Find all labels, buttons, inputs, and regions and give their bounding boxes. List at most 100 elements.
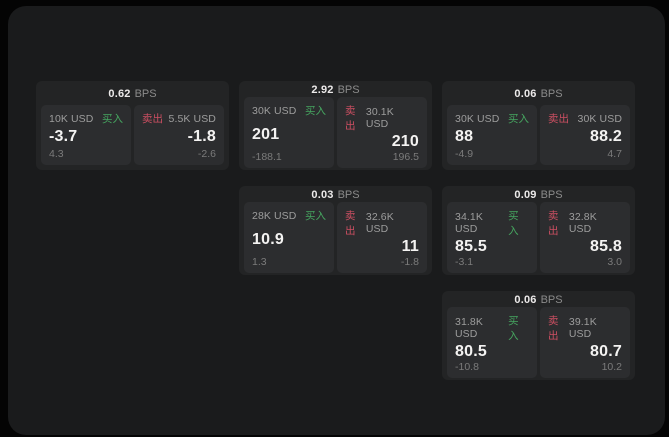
buy-quote-tile[interactable]: 10K USD 买入 -3.7 4.3 [41, 105, 131, 165]
bps-value: 0.06 [514, 88, 537, 100]
sell-tile-header: 卖出 5.5K USD [142, 111, 216, 126]
sell-side-label: 卖出 [548, 315, 559, 342]
sell-quote-tile[interactable]: 卖出 30K USD 88.2 4.7 [540, 105, 630, 165]
bps-unit-label: BPS [337, 189, 360, 201]
bps-unit-label: BPS [134, 88, 157, 100]
bps-value: 0.62 [108, 88, 131, 100]
buy-tile-header: 31.8K USD 买入 [455, 313, 529, 343]
buy-tile-header: 30K USD 买入 [252, 103, 326, 118]
sell-tile-header: 卖出 39.1K USD [548, 313, 622, 343]
sell-tile-header: 卖出 30.1K USD [345, 103, 419, 133]
buy-quote-tile[interactable]: 28K USD 买入 10.9 1.3 [244, 202, 334, 273]
quote-card-6: 0.06 BPS 31.8K USD 买入 80.5 -10.8 卖出 39.1… [442, 291, 635, 380]
buy-amount: 30K USD [455, 112, 500, 125]
bps-header: 0.03 BPS [239, 186, 432, 201]
sell-amount: 30.1K USD [365, 106, 394, 130]
sell-side-label: 卖出 [548, 113, 569, 125]
sell-price: 80.7 [590, 343, 622, 360]
buy-quote-tile[interactable]: 34.1K USD 买入 85.5 -3.1 [447, 202, 537, 273]
buy-price: 201 [252, 125, 280, 143]
bps-header: 2.92 BPS [239, 81, 432, 96]
buy-quote-tile[interactable]: 31.8K USD 买入 80.5 -10.8 [447, 307, 537, 378]
sell-quote-tile[interactable]: 卖出 39.1K USD 80.7 10.2 [540, 307, 630, 378]
buy-sub-value: 4.3 [49, 148, 64, 160]
quote-card-3: 0.06 BPS 30K USD 买入 88 -4.9 卖出 30K USD [442, 81, 635, 170]
sell-side-label: 卖出 [142, 113, 163, 125]
buy-amount: 34.1K USD [455, 211, 483, 235]
buy-sub-value: -10.8 [455, 360, 479, 373]
bps-unit-label: BPS [540, 294, 563, 306]
quote-card-5: 0.09 BPS 34.1K USD 买入 85.5 -3.1 卖出 32.8K… [442, 186, 635, 275]
sell-quote-tile[interactable]: 卖出 32.8K USD 85.8 3.0 [540, 202, 630, 273]
sell-quote-tile[interactable]: 卖出 30.1K USD 210 196.5 [337, 97, 427, 168]
bps-header: 0.62 BPS [36, 81, 229, 104]
buy-side-label: 买入 [102, 113, 123, 125]
buy-tile-header: 28K USD 买入 [252, 208, 326, 223]
buy-price: 10.9 [252, 230, 284, 248]
sell-price: 88.2 [590, 128, 622, 146]
bps-value: 0.09 [514, 189, 537, 201]
buy-sub-value: -4.9 [455, 148, 474, 160]
quote-cards-grid: 0.62 BPS 10K USD 买入 -3.7 4.3 卖出 5.5K USD [36, 81, 635, 380]
buy-side-label: 买入 [508, 210, 519, 237]
sell-quote-tile[interactable]: 卖出 32.6K USD 11 -1.8 [337, 202, 427, 273]
buy-quote-tile[interactable]: 30K USD 买入 201 -188.1 [244, 97, 334, 168]
sell-tile-header: 卖出 32.6K USD [345, 208, 419, 238]
sell-amount: 5.5K USD [168, 112, 216, 125]
sell-amount: 39.1K USD [568, 316, 597, 340]
buy-side-label: 买入 [508, 113, 529, 125]
quote-card-2: 2.92 BPS 30K USD 买入 201 -188.1 卖出 30.1K … [239, 81, 432, 170]
quote-card-4: 0.03 BPS 28K USD 买入 10.9 1.3 卖出 32.6K US… [239, 186, 432, 275]
buy-price: 85.5 [455, 238, 487, 255]
sell-price: 85.8 [590, 238, 622, 255]
quote-panels: 28K USD 买入 10.9 1.3 卖出 32.6K USD 11 -1.8 [239, 201, 432, 278]
bps-header: 0.09 BPS [442, 186, 635, 201]
buy-sub-value: -3.1 [455, 255, 474, 268]
sell-quote-tile[interactable]: 卖出 5.5K USD -1.8 -2.6 [134, 105, 224, 165]
bps-value: 0.06 [514, 294, 537, 306]
bps-unit-label: BPS [540, 88, 563, 100]
buy-quote-tile[interactable]: 30K USD 买入 88 -4.9 [447, 105, 537, 165]
buy-amount: 28K USD [252, 209, 297, 222]
sell-side-label: 卖出 [345, 210, 356, 237]
sell-sub-value: -2.6 [197, 148, 216, 160]
sell-sub-value: -1.8 [400, 255, 419, 268]
bps-value: 2.92 [311, 84, 334, 96]
buy-price: 88 [455, 128, 474, 146]
buy-amount: 10K USD [49, 112, 94, 125]
sell-side-label: 卖出 [548, 210, 559, 237]
buy-price: -3.7 [49, 128, 78, 146]
buy-amount: 30K USD [252, 104, 297, 117]
buy-amount: 31.8K USD [455, 316, 483, 340]
sell-tile-header: 卖出 30K USD [548, 111, 622, 126]
buy-tile-header: 30K USD 买入 [455, 111, 529, 126]
sell-price: -1.8 [187, 128, 216, 146]
sell-amount: 32.6K USD [365, 211, 394, 235]
sell-sub-value: 196.5 [392, 150, 419, 163]
sell-sub-value: 3.0 [607, 255, 622, 268]
sell-sub-value: 4.7 [607, 148, 622, 160]
bps-unit-label: BPS [540, 189, 563, 201]
quote-panels: 30K USD 买入 201 -188.1 卖出 30.1K USD 210 1… [239, 96, 432, 173]
bps-header: 0.06 BPS [442, 291, 635, 306]
buy-sub-value: -188.1 [252, 150, 282, 163]
buy-side-label: 买入 [305, 105, 326, 117]
sell-sub-value: 10.2 [601, 360, 622, 373]
quote-panels: 30K USD 买入 88 -4.9 卖出 30K USD 88.2 4.7 [442, 104, 635, 170]
buy-sub-value: 1.3 [252, 255, 267, 268]
bps-header: 0.06 BPS [442, 81, 635, 104]
quote-card-1: 0.62 BPS 10K USD 买入 -3.7 4.3 卖出 5.5K USD [36, 81, 229, 170]
sell-price: 210 [391, 133, 419, 150]
quote-panels: 31.8K USD 买入 80.5 -10.8 卖出 39.1K USD 80.… [442, 306, 635, 383]
sell-tile-header: 卖出 32.8K USD [548, 208, 622, 238]
buy-side-label: 买入 [305, 210, 326, 222]
buy-tile-header: 10K USD 买入 [49, 111, 123, 126]
bps-value: 0.03 [311, 189, 334, 201]
quote-panels: 10K USD 买入 -3.7 4.3 卖出 5.5K USD -1.8 -2.… [36, 104, 229, 170]
sell-amount: 30K USD [577, 112, 622, 125]
app-surface: 0.62 BPS 10K USD 买入 -3.7 4.3 卖出 5.5K USD [8, 6, 665, 435]
sell-side-label: 卖出 [345, 105, 356, 132]
buy-side-label: 买入 [508, 315, 519, 342]
quote-panels: 34.1K USD 买入 85.5 -3.1 卖出 32.8K USD 85.8… [442, 201, 635, 278]
sell-price: 11 [401, 238, 419, 255]
